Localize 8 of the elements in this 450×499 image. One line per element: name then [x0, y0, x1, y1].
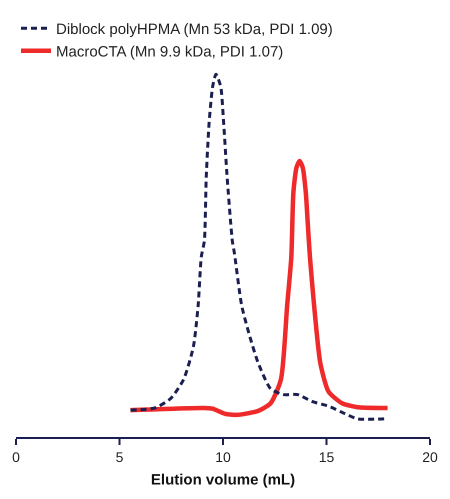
x-tick-label: 5 [116, 448, 124, 465]
x-tick-label: 0 [12, 448, 20, 465]
x-tick-label: 20 [422, 448, 438, 465]
x-tick-label: 10 [215, 448, 231, 465]
x-tick-label: 15 [318, 448, 334, 465]
legend-label: MacroCTA (Mn 9.9 kDa, PDI 1.07) [56, 44, 284, 61]
x-axis-title: Elution volume (mL) [150, 471, 296, 488]
legend-label: Diblock polyHPMA (Mn 53 kDa, PDI 1.09) [56, 21, 333, 38]
